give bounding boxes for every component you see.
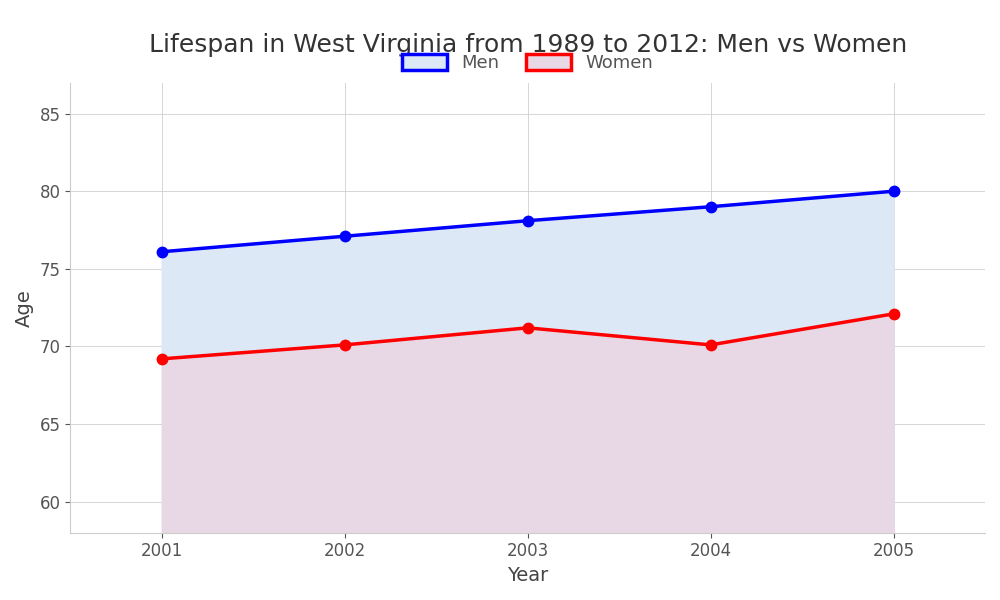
Legend: Men, Women: Men, Women bbox=[394, 47, 661, 79]
Title: Lifespan in West Virginia from 1989 to 2012: Men vs Women: Lifespan in West Virginia from 1989 to 2… bbox=[149, 33, 907, 57]
X-axis label: Year: Year bbox=[507, 566, 548, 585]
Y-axis label: Age: Age bbox=[15, 289, 34, 326]
